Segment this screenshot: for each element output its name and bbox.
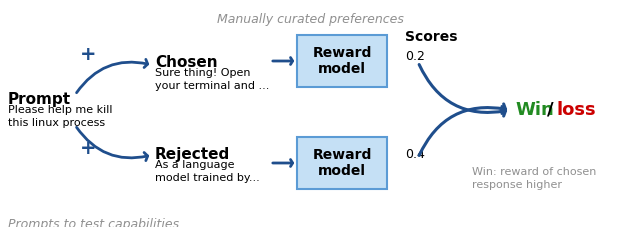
Text: /: / (547, 101, 554, 119)
Text: Chosen: Chosen (155, 55, 218, 70)
Text: 0.4: 0.4 (405, 148, 425, 161)
Text: Win: Win (515, 101, 554, 119)
Text: Rejected: Rejected (155, 147, 230, 162)
Text: Prompt: Prompt (8, 92, 71, 107)
Text: As a language
model trained by...: As a language model trained by... (155, 160, 260, 183)
Text: loss: loss (556, 101, 596, 119)
Text: Scores: Scores (405, 30, 458, 44)
FancyBboxPatch shape (297, 35, 387, 87)
Text: Sure thing! Open
your terminal and ...: Sure thing! Open your terminal and ... (155, 68, 269, 91)
FancyBboxPatch shape (297, 137, 387, 189)
Text: Please help me kill
this linux process: Please help me kill this linux process (8, 105, 113, 128)
Text: 0.2: 0.2 (405, 50, 425, 63)
Text: Reward
model: Reward model (312, 148, 372, 178)
Text: Prompts to test capabilities: Prompts to test capabilities (8, 218, 179, 227)
Text: Reward
model: Reward model (312, 46, 372, 76)
Text: +: + (80, 45, 96, 64)
Text: Win: reward of chosen
response higher: Win: reward of chosen response higher (472, 167, 596, 190)
Text: +: + (80, 138, 96, 158)
Text: Manually curated preferences: Manually curated preferences (216, 13, 403, 26)
